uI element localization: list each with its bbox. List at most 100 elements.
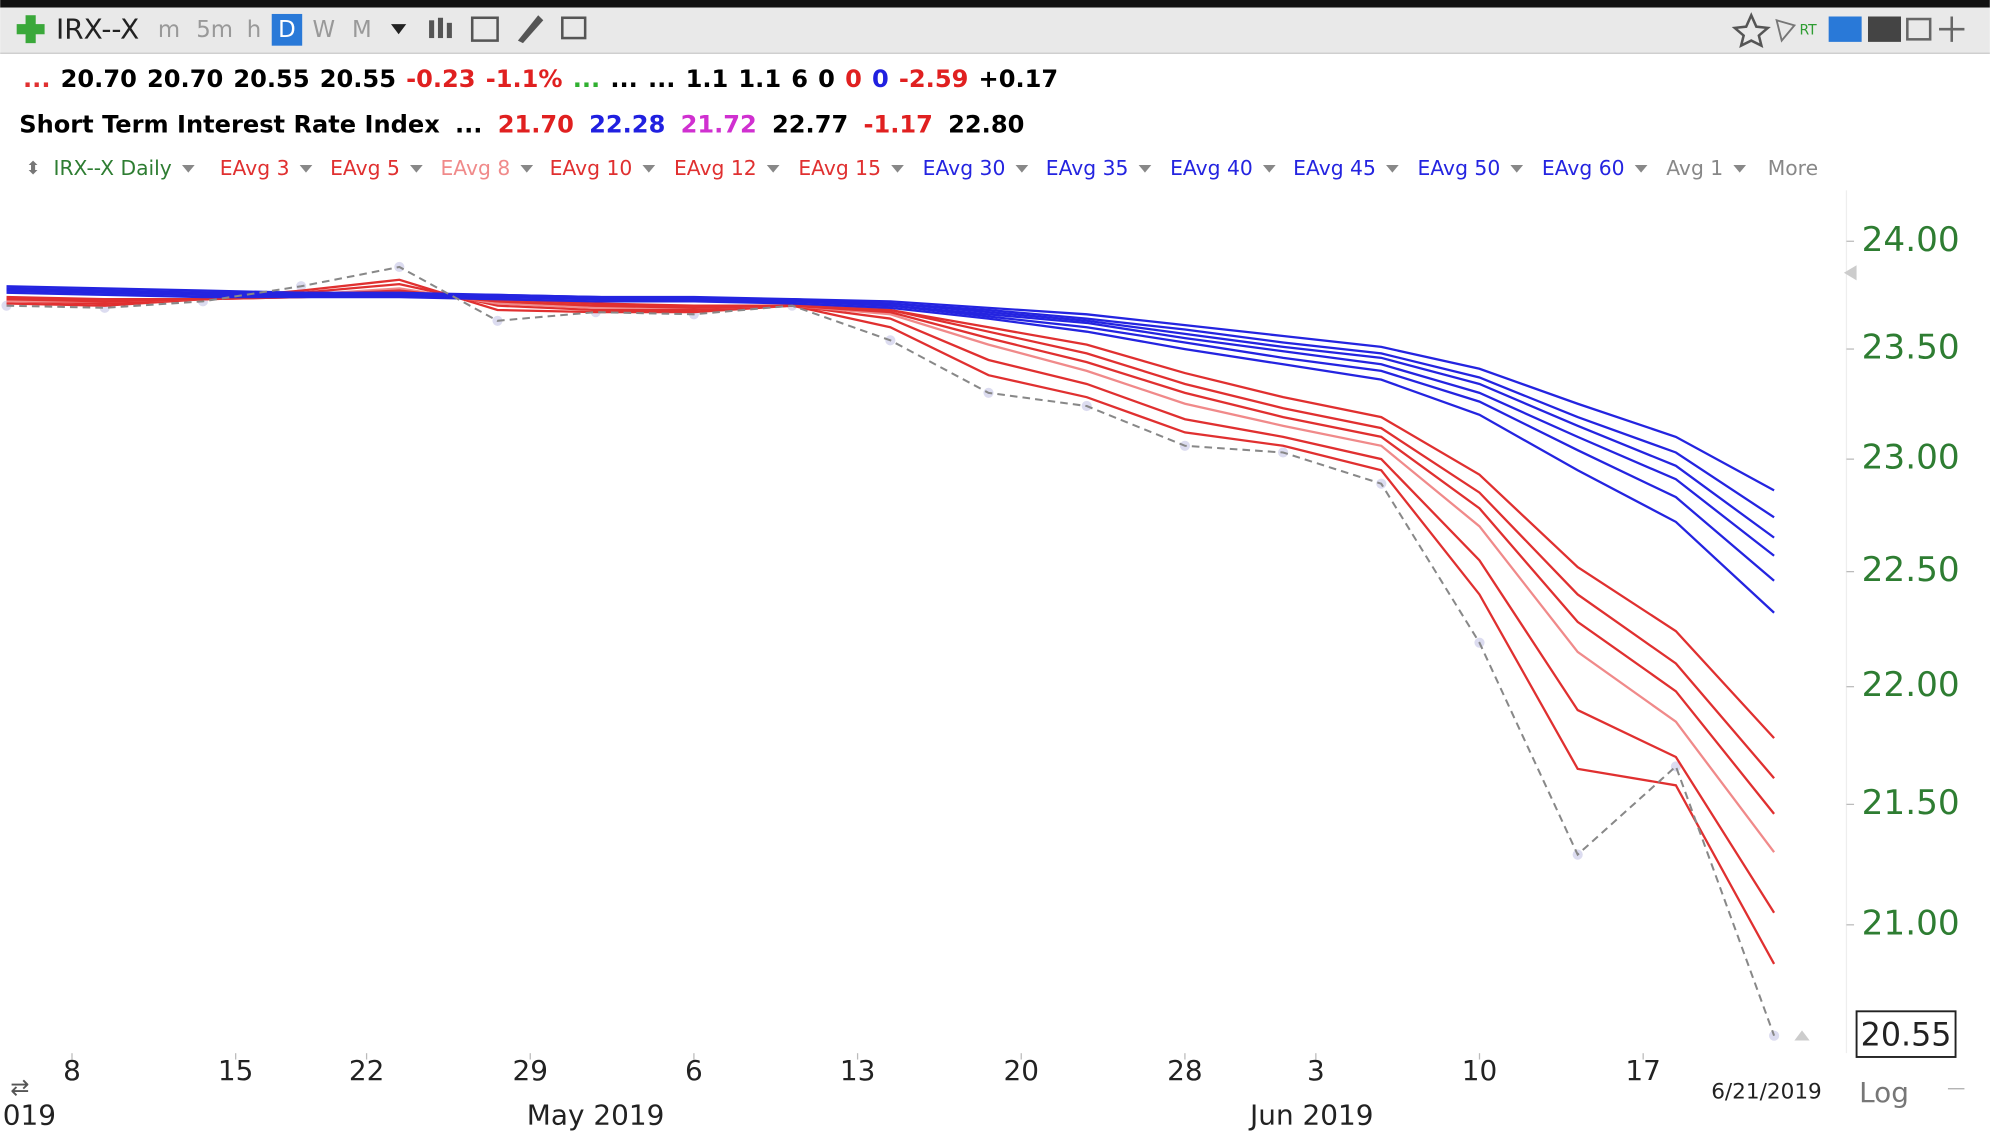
tool-icons[interactable] bbox=[429, 15, 587, 44]
x-tick-label: 13 bbox=[840, 1054, 876, 1087]
month-label: May 2019 bbox=[527, 1099, 665, 1132]
dropdown-arrow[interactable] bbox=[391, 24, 407, 35]
legend-dropdown[interactable] bbox=[891, 164, 904, 173]
quote-value: ... bbox=[23, 65, 50, 93]
more-button[interactable]: More bbox=[1768, 156, 1818, 180]
month-label: Jun 2019 bbox=[1248, 1099, 1374, 1132]
quote-value: 0 bbox=[818, 65, 835, 93]
series-line bbox=[6, 291, 1775, 614]
y-tick-label: 23.50 bbox=[1862, 328, 1960, 368]
quote-value: 20.55 bbox=[233, 65, 309, 93]
legend-entry[interactable]: Avg 1 bbox=[1666, 156, 1723, 180]
quote-value: -1.1% bbox=[486, 65, 563, 93]
quote-value: -0.23 bbox=[406, 65, 475, 93]
scale-toggle[interactable]: Log bbox=[1859, 1076, 1909, 1109]
quote-value: ... bbox=[573, 65, 600, 93]
legend-entry[interactable]: EAvg 45 bbox=[1293, 156, 1376, 180]
last-price-label: 20.55 bbox=[1861, 1018, 1952, 1054]
interval-button[interactable]: h bbox=[247, 17, 261, 43]
x-tick-label: 29 bbox=[512, 1054, 548, 1087]
interval-button[interactable]: D bbox=[278, 17, 296, 43]
y-tick-label: 21.50 bbox=[1862, 783, 1960, 823]
interval-button[interactable]: M bbox=[352, 17, 372, 43]
legend-entry[interactable]: EAvg 35 bbox=[1046, 156, 1129, 180]
legend-entry[interactable]: EAvg 10 bbox=[550, 156, 633, 180]
window-frame bbox=[0, 0, 1990, 8]
quote-value: +0.17 bbox=[979, 65, 1059, 93]
interval-active bbox=[271, 13, 303, 46]
legend-entry[interactable]: EAvg 50 bbox=[1418, 156, 1501, 180]
legend-entry[interactable]: EAvg 12 bbox=[674, 156, 757, 180]
quote-value: 20.70 bbox=[61, 65, 137, 93]
legend-dropdown[interactable] bbox=[642, 164, 656, 173]
quote-value: 0 bbox=[845, 65, 862, 93]
symbol[interactable]: IRX--X bbox=[56, 12, 139, 45]
legend-entry[interactable]: IRX--X Daily bbox=[53, 156, 171, 180]
y-tick-label: 21.00 bbox=[1862, 903, 1960, 943]
series-line bbox=[6, 265, 1776, 1037]
quote-value: 22.80 bbox=[948, 111, 1024, 139]
quote-value: ... bbox=[455, 111, 482, 139]
last-price-box bbox=[1855, 1010, 1957, 1058]
series-line bbox=[6, 285, 1775, 492]
price-dot bbox=[1769, 1030, 1780, 1041]
y-tick-label: 23.00 bbox=[1862, 438, 1960, 478]
legend-entry[interactable]: EAvg 8 bbox=[440, 156, 510, 180]
x-tick-label: 6 bbox=[685, 1054, 703, 1087]
legend-dropdown[interactable] bbox=[766, 164, 780, 173]
legend-dropdown[interactable] bbox=[299, 164, 313, 173]
x-tick-label: 3 bbox=[1307, 1054, 1325, 1087]
legend-dropdown[interactable] bbox=[1386, 164, 1399, 173]
legend-dropdown[interactable] bbox=[1634, 164, 1648, 173]
y-tick-label: 22.00 bbox=[1862, 665, 1960, 705]
interval-button[interactable]: m bbox=[158, 17, 180, 43]
price-marker bbox=[1843, 265, 1857, 281]
x-tick-label: 20 bbox=[1003, 1054, 1039, 1087]
add-icon[interactable] bbox=[16, 15, 45, 44]
legend-dropdown[interactable] bbox=[1138, 164, 1152, 173]
toolbar bbox=[0, 7, 1990, 54]
quote-value: 1.1 bbox=[686, 65, 729, 93]
legend-dropdown[interactable] bbox=[520, 164, 534, 173]
legend-dropdown[interactable] bbox=[1262, 164, 1276, 173]
x-tick-label: 8 bbox=[63, 1054, 81, 1087]
quote-value: 21.72 bbox=[681, 111, 757, 139]
sync-icon[interactable]: ⇄ bbox=[10, 1075, 29, 1101]
y-tick-label: 24.00 bbox=[1862, 220, 1960, 260]
legend-dropdown[interactable] bbox=[181, 164, 195, 173]
legend-entry[interactable]: EAvg 3 bbox=[220, 156, 290, 180]
price-marker bbox=[1794, 1030, 1810, 1041]
interval-button[interactable]: W bbox=[312, 17, 335, 43]
quote-value: ... bbox=[648, 65, 675, 93]
series-line bbox=[6, 278, 1776, 965]
legend-entry[interactable]: EAvg 15 bbox=[798, 156, 881, 180]
month-label: 2019 bbox=[0, 1099, 56, 1132]
x-tick-label: 15 bbox=[218, 1054, 254, 1087]
legend-entry[interactable]: EAvg 30 bbox=[923, 156, 1006, 180]
legend-handle[interactable]: ⬍ bbox=[26, 159, 41, 179]
right-icons[interactable]: RT bbox=[1731, 12, 1965, 49]
legend-entry[interactable]: EAvg 40 bbox=[1170, 156, 1253, 180]
interval-button[interactable]: 5m bbox=[196, 17, 233, 43]
legend-dropdown[interactable] bbox=[410, 164, 423, 173]
quote-value: 20.70 bbox=[147, 65, 223, 93]
quote-value: -2.59 bbox=[899, 65, 968, 93]
x-tick-label: 28 bbox=[1167, 1054, 1203, 1087]
quote-value: 20.55 bbox=[320, 65, 396, 93]
x-tick-label: 10 bbox=[1462, 1054, 1498, 1087]
legend-entry[interactable]: EAvg 60 bbox=[1542, 156, 1625, 180]
rt-label[interactable]: RT bbox=[1799, 22, 1817, 38]
y-tick-label: 22.50 bbox=[1862, 550, 1960, 590]
quote-value: Short Term Interest Rate Index bbox=[19, 111, 440, 139]
legend-dropdown[interactable] bbox=[1015, 164, 1029, 173]
legend-entry[interactable]: EAvg 5 bbox=[330, 156, 400, 180]
x-tick-label: 22 bbox=[349, 1054, 385, 1087]
quote-value: ... bbox=[610, 65, 637, 93]
legend-dropdown[interactable] bbox=[1733, 164, 1747, 173]
quote-value: -1.17 bbox=[863, 111, 932, 139]
x-tick-label: 17 bbox=[1625, 1054, 1661, 1087]
quote-value: 0 bbox=[872, 65, 889, 93]
legend-dropdown[interactable] bbox=[1510, 164, 1524, 173]
quote-value: 22.28 bbox=[589, 111, 665, 139]
